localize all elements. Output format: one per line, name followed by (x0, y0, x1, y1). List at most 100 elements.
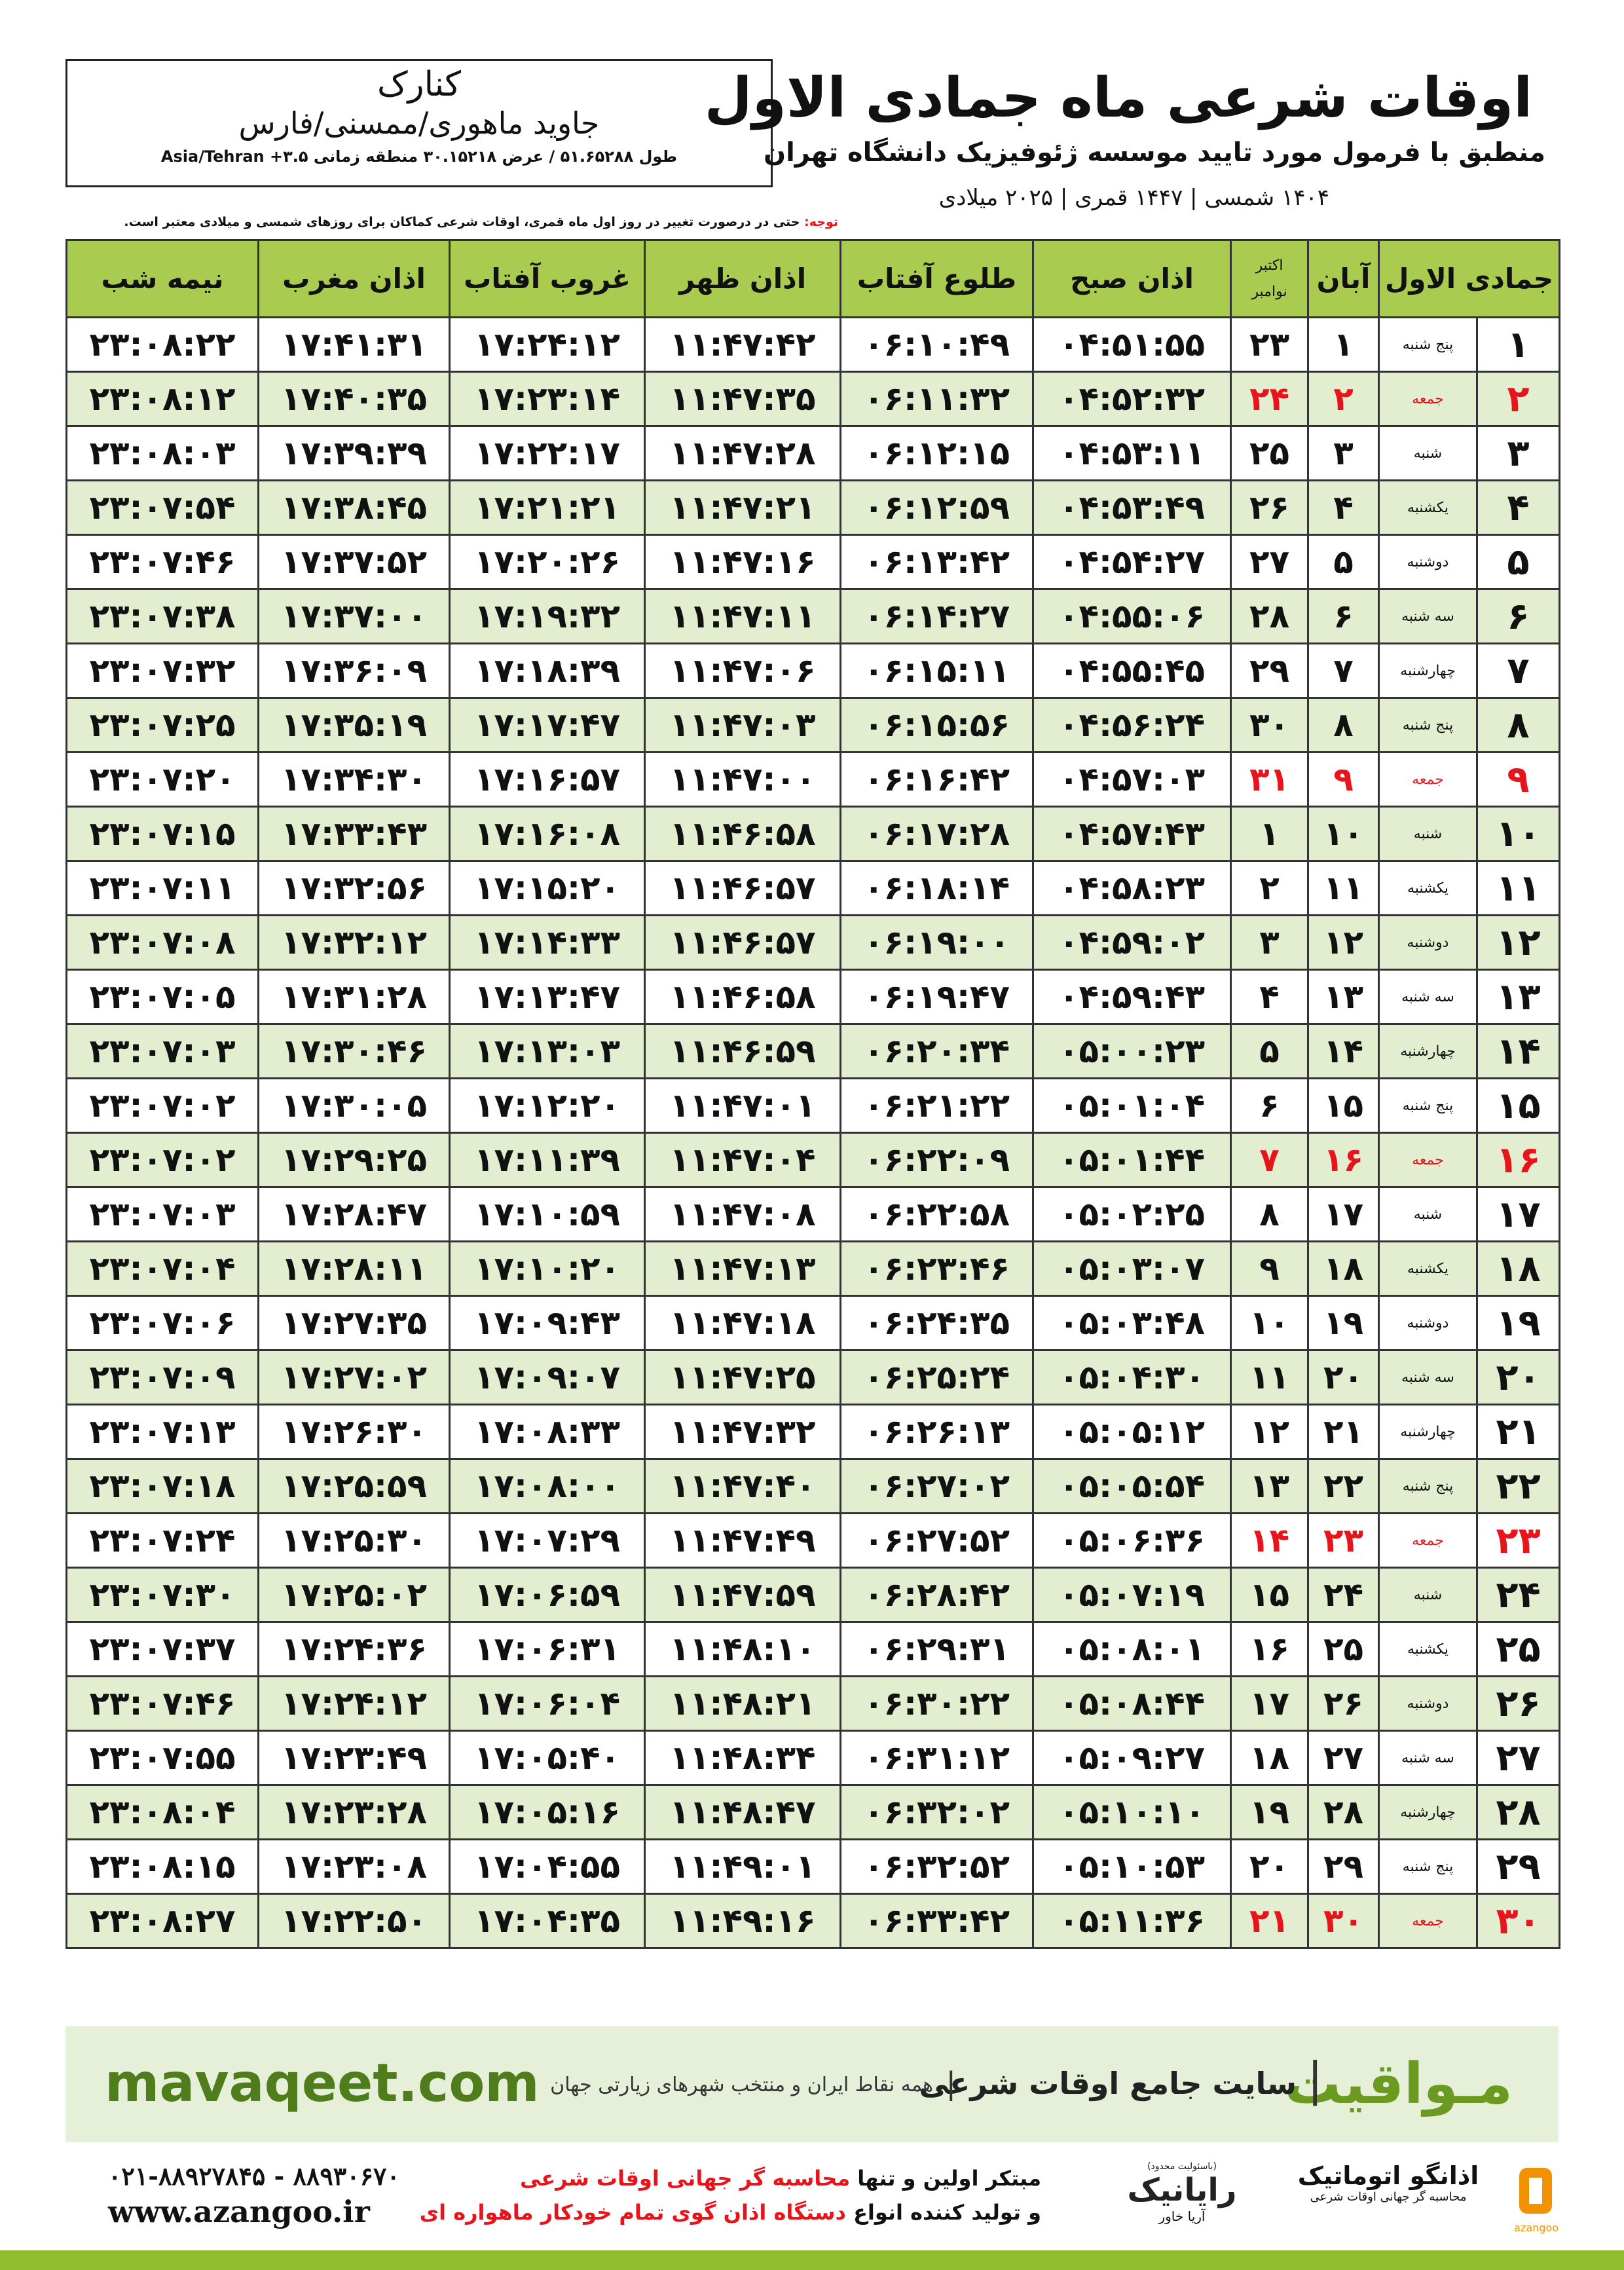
time-cell: ۲۳:۰۷:۰۶ (65, 1295, 259, 1351)
time-cell: ۱۷:۳۸:۴۵ (257, 479, 451, 536)
time-cell: ۱۷:۱۳:۴۷ (449, 969, 646, 1025)
time-cell: ۰۵:۰۳:۰۷ (1032, 1240, 1232, 1297)
table-row: ۹ جمعه ۹ ۳۱ ۰۴:۵۷:۰۳ ۰۶:۱۶:۴۲ ۱۱:۴۷:۰۰ ۱۷:۱۶:۵۷… (65, 751, 1560, 808)
time-cell: ۱۷:۰۵:۱۶ (449, 1784, 646, 1840)
raynik-logo: (باسئولیت محدود) رایانیک آریا خاور (1107, 2161, 1257, 2224)
time-cell: ۲۳:۰۷:۲۰ (65, 751, 259, 808)
date-cell: ۱۰ (1230, 1295, 1309, 1351)
time-cell: ۲۳:۰۷:۰۳ (65, 1186, 259, 1242)
time-cell: ۱۷:۰۴:۳۵ (449, 1893, 646, 1949)
time-cell: ۲۳:۰۷:۳۷ (65, 1621, 259, 1677)
weekday-cell: یکشنبه (1378, 1240, 1478, 1297)
time-cell: ۲۳:۰۷:۰۲ (65, 1132, 259, 1188)
time-cell: ۲۳:۰۷:۱۱ (65, 860, 259, 916)
table-row: ۴ یکشنبه ۴ ۲۶ ۰۴:۵۳:۴۹ ۰۶:۱۲:۵۹ ۱۱:۴۷:۲۱ ۱۷:۲۱:… (65, 479, 1560, 536)
time-cell: ۰۶:۲۹:۳۱ (840, 1621, 1034, 1677)
time-cell: ۲۳:۰۷:۳۸ (65, 588, 259, 644)
time-cell: ۱۱:۴۷:۰۶ (644, 642, 841, 699)
website[interactable]: www.azangoo.ir (108, 2194, 370, 2229)
weekday-cell: پنج شنبه (1378, 1077, 1478, 1134)
weekday-cell: چهارشنبه (1378, 1023, 1478, 1079)
day-cell: ۱۹ (1476, 1295, 1560, 1351)
time-cell: ۲۳:۰۸:۰۳ (65, 425, 259, 481)
date-cell: ۱۴ (1230, 1512, 1309, 1569)
coordinates: طول ۵۱.۶۵۲۸۸ / عرض ۳۰.۱۵۲۱۸ منطقه زمانی … (160, 147, 678, 166)
date-cell: ۱۸ (1230, 1730, 1309, 1786)
time-cell: ۰۶:۳۱:۱۲ (840, 1730, 1034, 1786)
table-row: ۲۶ دوشنبه ۲۶ ۱۷ ۰۵:۰۸:۴۴ ۰۶:۳۰:۲۲ ۱۱:۴۸:۲۱ ۱۷:۰… (65, 1675, 1560, 1732)
day-cell: ۱۰ (1476, 806, 1560, 862)
time-cell: ۱۷:۳۵:۱۹ (257, 697, 451, 753)
table-row: ۱۸ یکشنبه ۱۸ ۹ ۰۵:۰۳:۰۷ ۰۶:۲۳:۴۶ ۱۱:۴۷:۱۳ ۱۷:۱۰… (65, 1240, 1560, 1297)
time-cell: ۱۷:۲۴:۳۶ (257, 1621, 451, 1677)
time-cell: ۲۳:۰۷:۵۴ (65, 479, 259, 536)
day-cell: ۵ (1476, 534, 1560, 590)
url[interactable]: mavaqeet.com (105, 2053, 540, 2113)
time-cell: ۰۶:۱۶:۴۲ (840, 751, 1034, 808)
bottom-bar (0, 2250, 1624, 2270)
time-cell: ۰۵:۰۵:۱۲ (1032, 1404, 1232, 1460)
time-cell: ۱۱:۴۷:۳۵ (644, 371, 841, 427)
weekday-cell: جمعه (1378, 751, 1478, 808)
day-cell: ۱۴ (1476, 1023, 1560, 1079)
time-cell: ۱۱:۴۷:۱۶ (644, 534, 841, 590)
date-cell: ۲۵ (1307, 1621, 1380, 1677)
time-cell: ۱۷:۳۱:۲۸ (257, 969, 451, 1025)
date-cell: ۳۱ (1230, 751, 1309, 808)
time-cell: ۰۶:۲۴:۳۵ (840, 1295, 1034, 1351)
time-cell: ۲۳:۰۸:۱۵ (65, 1838, 259, 1895)
time-cell: ۱۷:۲۶:۳۰ (257, 1404, 451, 1460)
time-cell: ۱۷:۰۶:۳۱ (449, 1621, 646, 1677)
date-cell: ۱۶ (1307, 1132, 1380, 1188)
time-cell: ۲۳:۰۷:۵۵ (65, 1730, 259, 1786)
table-row: ۲۵ یکشنبه ۲۵ ۱۶ ۰۵:۰۸:۰۱ ۰۶:۲۹:۳۱ ۱۱:۴۸:۱۰ ۱۷:۰… (65, 1621, 1560, 1677)
time-cell: ۱۷:۳۴:۳۰ (257, 751, 451, 808)
header-cell: آبان (1307, 239, 1380, 318)
date-cell: ۸ (1230, 1186, 1309, 1242)
day-cell: ۲۶ (1476, 1675, 1560, 1732)
time-cell: ۰۵:۰۸:۰۱ (1032, 1621, 1232, 1677)
header-cell: اکتبر نوامبر (1230, 239, 1309, 318)
time-cell: ۲۳:۰۷:۳۰ (65, 1567, 259, 1623)
date-cell: ۶ (1230, 1077, 1309, 1134)
time-cell: ۰۶:۱۳:۴۲ (840, 534, 1034, 590)
time-cell: ۱۱:۴۷:۱۳ (644, 1240, 841, 1297)
subtitle: منطبق با فرمول مورد تایید موسسه ژئوفیزیک… (763, 138, 1545, 168)
day-cell: ۴ (1476, 479, 1560, 536)
day-cell: ۱۶ (1476, 1132, 1560, 1188)
time-cell: ۲۳:۰۸:۲۷ (65, 1893, 259, 1949)
time-cell: ۱۱:۴۸:۲۱ (644, 1675, 841, 1732)
time-cell: ۱۱:۴۷:۰۰ (644, 751, 841, 808)
time-cell: ۱۷:۴۰:۳۵ (257, 371, 451, 427)
day-cell: ۲ (1476, 371, 1560, 427)
time-cell: ۰۵:۰۲:۲۵ (1032, 1186, 1232, 1242)
title: اوقات شرعی ماه جمادی الاول (704, 65, 1532, 130)
time-cell: ۱۱:۴۷:۵۹ (644, 1567, 841, 1623)
time-cell: ۲۳:۰۷:۰۲ (65, 1077, 259, 1134)
scope: همه نقاط ایران و منتخب شهرهای زیارتی جها… (550, 2074, 933, 2096)
date-cell: ۱۷ (1307, 1186, 1380, 1242)
time-cell: ۱۷:۲۴:۱۲ (449, 316, 646, 373)
day-cell: ۱۸ (1476, 1240, 1560, 1297)
date-cell: ۲۴ (1230, 371, 1309, 427)
time-cell: ۰۴:۵۹:۰۲ (1032, 914, 1232, 971)
day-cell: ۲۸ (1476, 1784, 1560, 1840)
table-row: ۶ سه شنبه ۶ ۲۸ ۰۴:۵۵:۰۶ ۰۶:۱۴:۲۷ ۱۱:۴۷:۱۱ ۱۷:۱۹… (65, 588, 1560, 644)
time-cell: ۱۷:۳۶:۰۹ (257, 642, 451, 699)
table-row: ۲۸ چهارشنبه ۲۸ ۱۹ ۰۵:۱۰:۱۰ ۰۶:۳۲:۰۲ ۱۱:۴۸:۴۷ ۱۷… (65, 1784, 1560, 1840)
table-row: ۱ پنج شنبه ۱ ۲۳ ۰۴:۵۱:۵۵ ۰۶:۱۰:۴۹ ۱۱:۴۷:۴۲ ۱۷:۲… (65, 316, 1560, 373)
date-cell: ۱۳ (1230, 1458, 1309, 1514)
time-cell: ۱۷:۰۸:۰۰ (449, 1458, 646, 1514)
table-row: ۲۷ سه شنبه ۲۷ ۱۸ ۰۵:۰۹:۲۷ ۰۶:۳۱:۱۲ ۱۱:۴۸:۳۴ ۱۷:… (65, 1730, 1560, 1786)
date-cell: ۲۳ (1230, 316, 1309, 373)
time-cell: ۲۳:۰۷:۰۴ (65, 1240, 259, 1297)
table-row: ۱۴ چهارشنبه ۱۴ ۵ ۰۵:۰۰:۲۳ ۰۶:۲۰:۳۴ ۱۱:۴۶:۵۹ ۱۷:… (65, 1023, 1560, 1079)
time-cell: ۱۷:۲۴:۱۲ (257, 1675, 451, 1732)
date-cell: ۸ (1307, 697, 1380, 753)
date-cell: ۱ (1307, 316, 1380, 373)
time-cell: ۱۱:۴۷:۰۸ (644, 1186, 841, 1242)
time-cell: ۰۵:۰۳:۴۸ (1032, 1295, 1232, 1351)
time-cell: ۱۷:۰۹:۰۷ (449, 1349, 646, 1405)
time-cell: ۱۱:۴۷:۲۸ (644, 425, 841, 481)
